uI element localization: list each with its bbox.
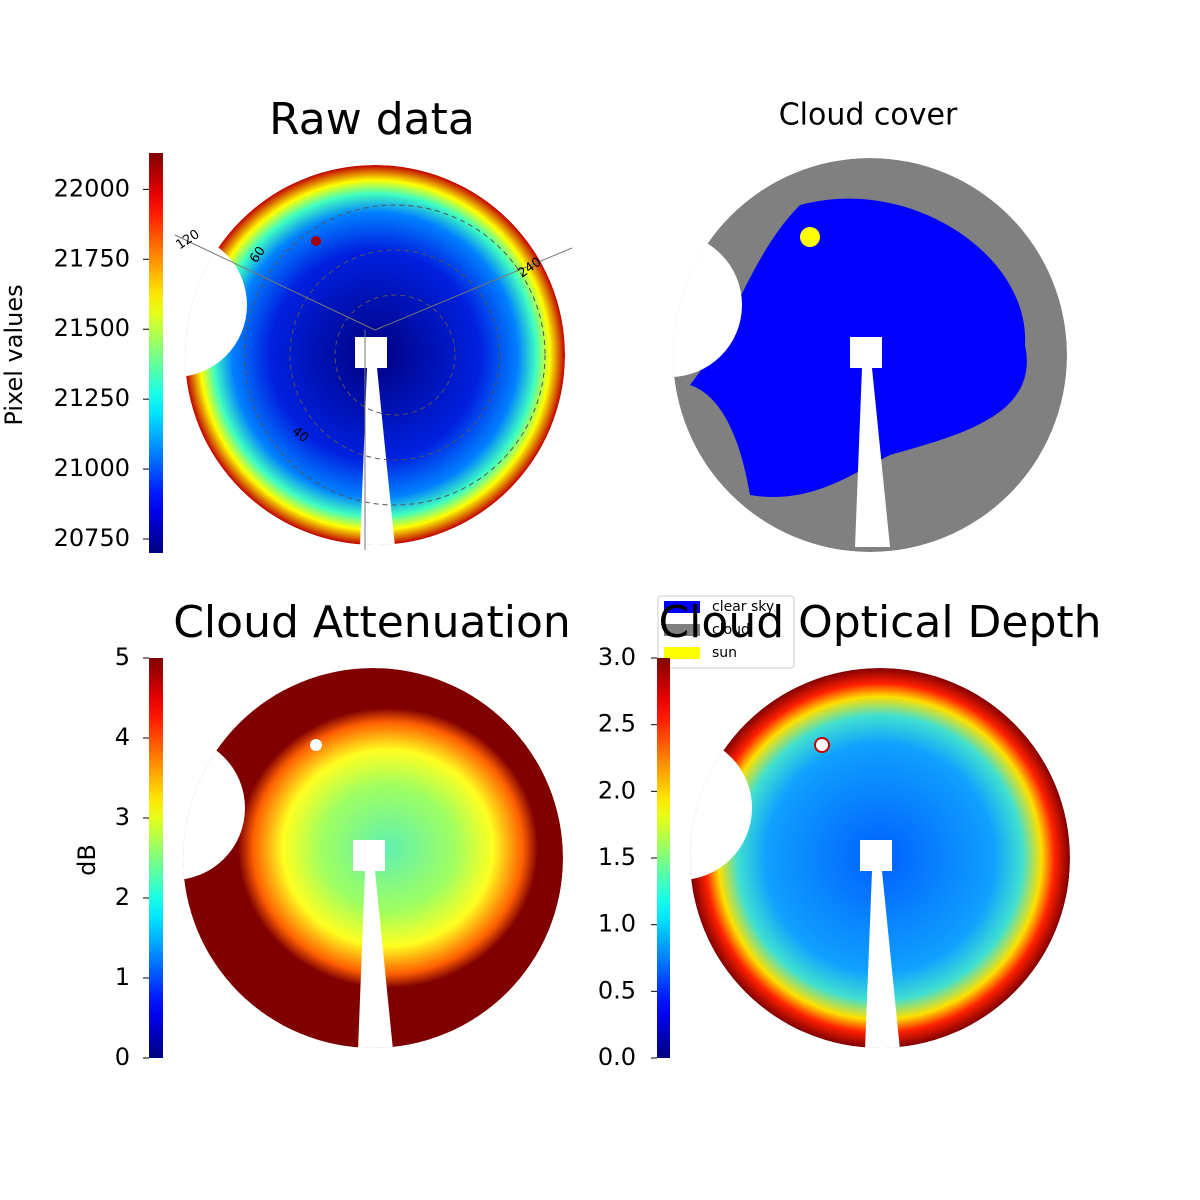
polar-line <box>174 234 376 331</box>
colorbar-tick-label: 3 <box>115 803 130 831</box>
mask-notch <box>183 736 245 880</box>
legend-swatch <box>664 601 700 613</box>
colorbar <box>149 658 163 1058</box>
mast-mask <box>860 840 900 1048</box>
polar-circle <box>289 249 501 461</box>
legend-swatch <box>664 647 700 659</box>
panel-title: Cloud Optical Depth <box>658 597 1101 648</box>
colorbar-tick-label: 1.0 <box>598 910 636 938</box>
panel-title: Raw data <box>269 94 475 145</box>
colorbar-tick-label: 21000 <box>54 454 130 482</box>
colorbar-tick-label: 0 <box>115 1043 130 1071</box>
mask-notch <box>673 233 742 377</box>
attenuation-blob <box>238 708 538 988</box>
colorbar-tick-label: 5 <box>115 643 130 671</box>
colorbar-tick-label: 3.0 <box>598 643 636 671</box>
sun-marker <box>311 236 321 246</box>
mast-mask <box>850 337 890 547</box>
mast-mask <box>353 840 393 1048</box>
colorbar <box>149 153 163 553</box>
colorbar-tick-label: 22000 <box>54 174 130 202</box>
panel-title: Cloud Attenuation <box>173 597 571 648</box>
panel-title: Cloud cover <box>779 98 958 133</box>
legend-label: sun <box>712 645 737 661</box>
sun-marker <box>310 739 322 751</box>
sky-image <box>690 668 1070 1048</box>
colorbar <box>657 658 670 1058</box>
sun-marker <box>814 737 830 753</box>
polar-circle <box>334 294 456 416</box>
colorbar-tick-label: 1.5 <box>598 843 636 871</box>
colorbar-label: Pixel values <box>0 284 28 425</box>
polar-overlay <box>174 204 573 550</box>
legend: clear sky cloud sun <box>657 595 795 669</box>
legend-swatch <box>664 624 700 636</box>
colorbar-tick-label: 21250 <box>54 384 130 412</box>
colorbar-tick-label: 21750 <box>54 244 130 272</box>
colorbar-tick-label: 0.5 <box>598 976 636 1004</box>
colorbar-tick-label: 1 <box>115 963 130 991</box>
colorbar-tick-label: 0.0 <box>598 1043 636 1071</box>
sky-image <box>183 668 563 1048</box>
panel: Cloud Optical Depth 0.0 0.5 1.0 1.5 2.0 2.5 3.0 <box>598 597 1102 1071</box>
colorbar-label: dB <box>73 844 101 876</box>
legend-label: clear sky <box>712 599 774 615</box>
colorbar-tick-label: 2.5 <box>598 710 636 738</box>
polar-line <box>374 247 573 331</box>
sky-image <box>185 165 565 545</box>
colorbar-tick-label: 4 <box>115 723 130 751</box>
polar-circle <box>244 204 546 506</box>
mask-notch <box>185 233 247 377</box>
mask-notch <box>690 736 752 880</box>
colorbar-tick-label: 2 <box>115 883 130 911</box>
sun-marker <box>800 227 820 247</box>
legend-label: cloud <box>712 622 750 638</box>
panel: Cloud Attenuation 0 1 2 3 4 5 dB <box>73 597 571 1071</box>
colorbar-tick-label: 2.0 <box>598 776 636 804</box>
polar-label: 120 <box>174 227 203 253</box>
colorbar-tick-label: 20750 <box>54 524 130 552</box>
sky-image <box>673 158 1067 552</box>
panel: Cloud cover <box>673 98 1067 552</box>
colorbar-tick-label: 21500 <box>54 314 130 342</box>
